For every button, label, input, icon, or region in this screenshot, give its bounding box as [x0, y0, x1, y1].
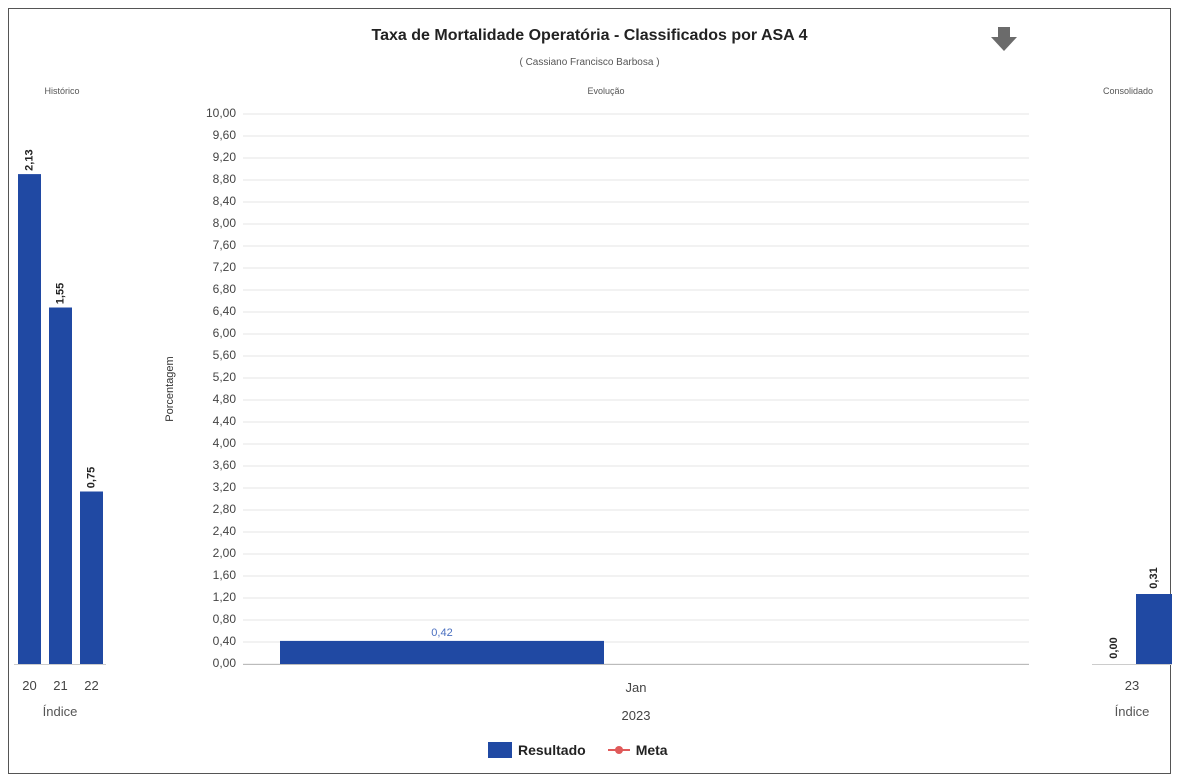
evolucao-bar [280, 640, 604, 664]
historico-bar [80, 491, 103, 664]
legend-item-resultado[interactable]: Resultado [488, 742, 586, 758]
evolucao-ytick-label: 1,60 [213, 568, 237, 582]
consolidado-xlabel: Índice [1115, 704, 1150, 719]
evolucao-ytick-label: 10,00 [206, 106, 236, 120]
legend-label-meta: Meta [635, 742, 668, 758]
evolucao-ytick-label: 4,00 [213, 436, 237, 450]
evolucao-tick-label: Jan [626, 680, 647, 695]
evolucao-ytick-label: 1,20 [213, 590, 237, 604]
chart-subtitle: ( Cassiano Francisco Barbosa ) [519, 57, 660, 68]
evolucao-ytick-label: 0,40 [213, 634, 237, 648]
evolucao-ytick-label: 3,60 [213, 458, 237, 472]
legend-item-meta[interactable]: Meta [607, 742, 668, 758]
evolucao-ytick-label: 5,60 [213, 348, 237, 362]
evolucao-ytick-label: 6,80 [213, 282, 237, 296]
download-arrow-icon[interactable] [989, 27, 1019, 53]
evolucao-ytick-label: 5,20 [213, 370, 237, 384]
evolucao-ytick-label: 4,40 [213, 414, 237, 428]
evolucao-group-label: 2023 [622, 708, 651, 723]
evolucao-ytick-label: 3,20 [213, 480, 237, 494]
historico-bar [18, 174, 41, 664]
consolidado-tick-label: 23 [1125, 678, 1139, 693]
chart-title: Taxa de Mortalidade Operatória - Classif… [371, 27, 808, 44]
evolucao-ylabel: Porcentagem [164, 356, 176, 421]
evolucao-ytick-label: 2,00 [213, 546, 237, 560]
chart-legend: Resultado Meta [488, 742, 690, 758]
historico-data-label: 2,13 [23, 149, 35, 170]
evolucao-ytick-label: 6,00 [213, 326, 237, 340]
historico-tick-label: 21 [53, 678, 67, 693]
consolidado-bar [1136, 594, 1172, 664]
consolidado-title: Consolidado [1103, 86, 1153, 96]
historico-data-label: 1,55 [54, 283, 66, 304]
evolucao-ytick-label: 9,20 [213, 150, 237, 164]
historico-bar [49, 307, 72, 664]
evolucao-ytick-label: 9,60 [213, 128, 237, 142]
evolucao-ytick-label: 8,40 [213, 194, 237, 208]
evolucao-ytick-label: 4,80 [213, 392, 237, 406]
evolucao-ytick-label: 8,80 [213, 172, 237, 186]
evolucao-ytick-label: 0,00 [213, 656, 237, 670]
legend-swatch-resultado [488, 742, 512, 758]
evolucao-data-label: 0,42 [431, 627, 452, 639]
evolucao-ytick-label: 7,20 [213, 260, 237, 274]
consolidado-data-label: 0,00 [1108, 637, 1120, 658]
legend-swatch-meta [607, 744, 630, 756]
historico-xlabel: Índice [43, 704, 78, 719]
evolucao-title: Evolução [587, 86, 624, 96]
evolucao-ytick-label: 2,80 [213, 502, 237, 516]
historico-tick-label: 22 [84, 678, 98, 693]
legend-label-resultado: Resultado [518, 742, 586, 758]
evolucao-ytick-label: 8,00 [213, 216, 237, 230]
evolucao-ytick-label: 2,40 [213, 524, 237, 538]
evolucao-ytick-label: 7,60 [213, 238, 237, 252]
historico-title: Histórico [44, 86, 79, 96]
evolucao-ytick-label: 0,80 [213, 612, 237, 626]
historico-tick-label: 20 [22, 678, 36, 693]
evolucao-ytick-label: 6,40 [213, 304, 237, 318]
consolidado-data-label: 0,31 [1148, 567, 1160, 588]
historico-data-label: 0,75 [85, 467, 97, 488]
